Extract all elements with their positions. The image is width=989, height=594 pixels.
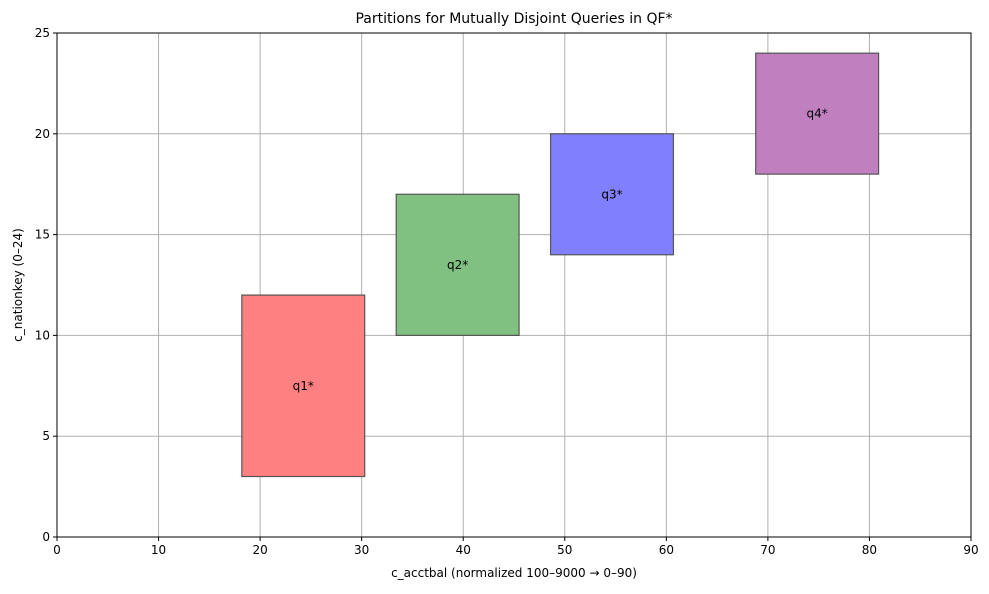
y-axis-label: c_nationkey (0–24) [11, 228, 25, 342]
x-tick-label: 10 [151, 543, 166, 557]
partition-rect-1 [241, 294, 366, 478]
y-tick-label: 10 [35, 328, 50, 342]
x-tick-label: 80 [862, 543, 877, 557]
y-tick-label: 25 [35, 26, 50, 40]
x-tick-label: 20 [252, 543, 267, 557]
partition-label-1: q1* [293, 379, 314, 393]
partition-rect-4 [755, 52, 880, 175]
partition-label-3: q3* [601, 187, 622, 201]
x-tick-label: 30 [354, 543, 369, 557]
x-tick-label: 70 [760, 543, 775, 557]
partition-label-4: q4* [807, 107, 828, 121]
partition-label-2: q2* [447, 258, 468, 272]
axis-ticks: 0 10 20 30 40 50 60 70 80 90 0 5 10 15 20 25 [35, 26, 979, 557]
partition-rect-2 [395, 193, 520, 336]
partition-rects: q1* q2* q3* q4* [241, 52, 880, 478]
plot-frame [56, 32, 972, 538]
x-tick-label: 90 [963, 543, 978, 557]
x-tick-label: 40 [456, 543, 471, 557]
x-tick-label: 50 [557, 543, 572, 557]
x-tick-label: 60 [659, 543, 674, 557]
y-tick-label: 0 [42, 530, 50, 544]
y-tick-label: 20 [35, 127, 50, 141]
chart-title: Partitions for Mutually Disjoint Queries… [355, 11, 672, 27]
x-tick-label: 0 [53, 543, 61, 557]
x-axis-label: c_acctbal (normalized 100–9000 → 0–90) [391, 566, 637, 580]
y-tick-label: 15 [35, 228, 50, 242]
y-tick-label: 5 [42, 429, 50, 443]
partition-rect-3 [549, 133, 675, 256]
